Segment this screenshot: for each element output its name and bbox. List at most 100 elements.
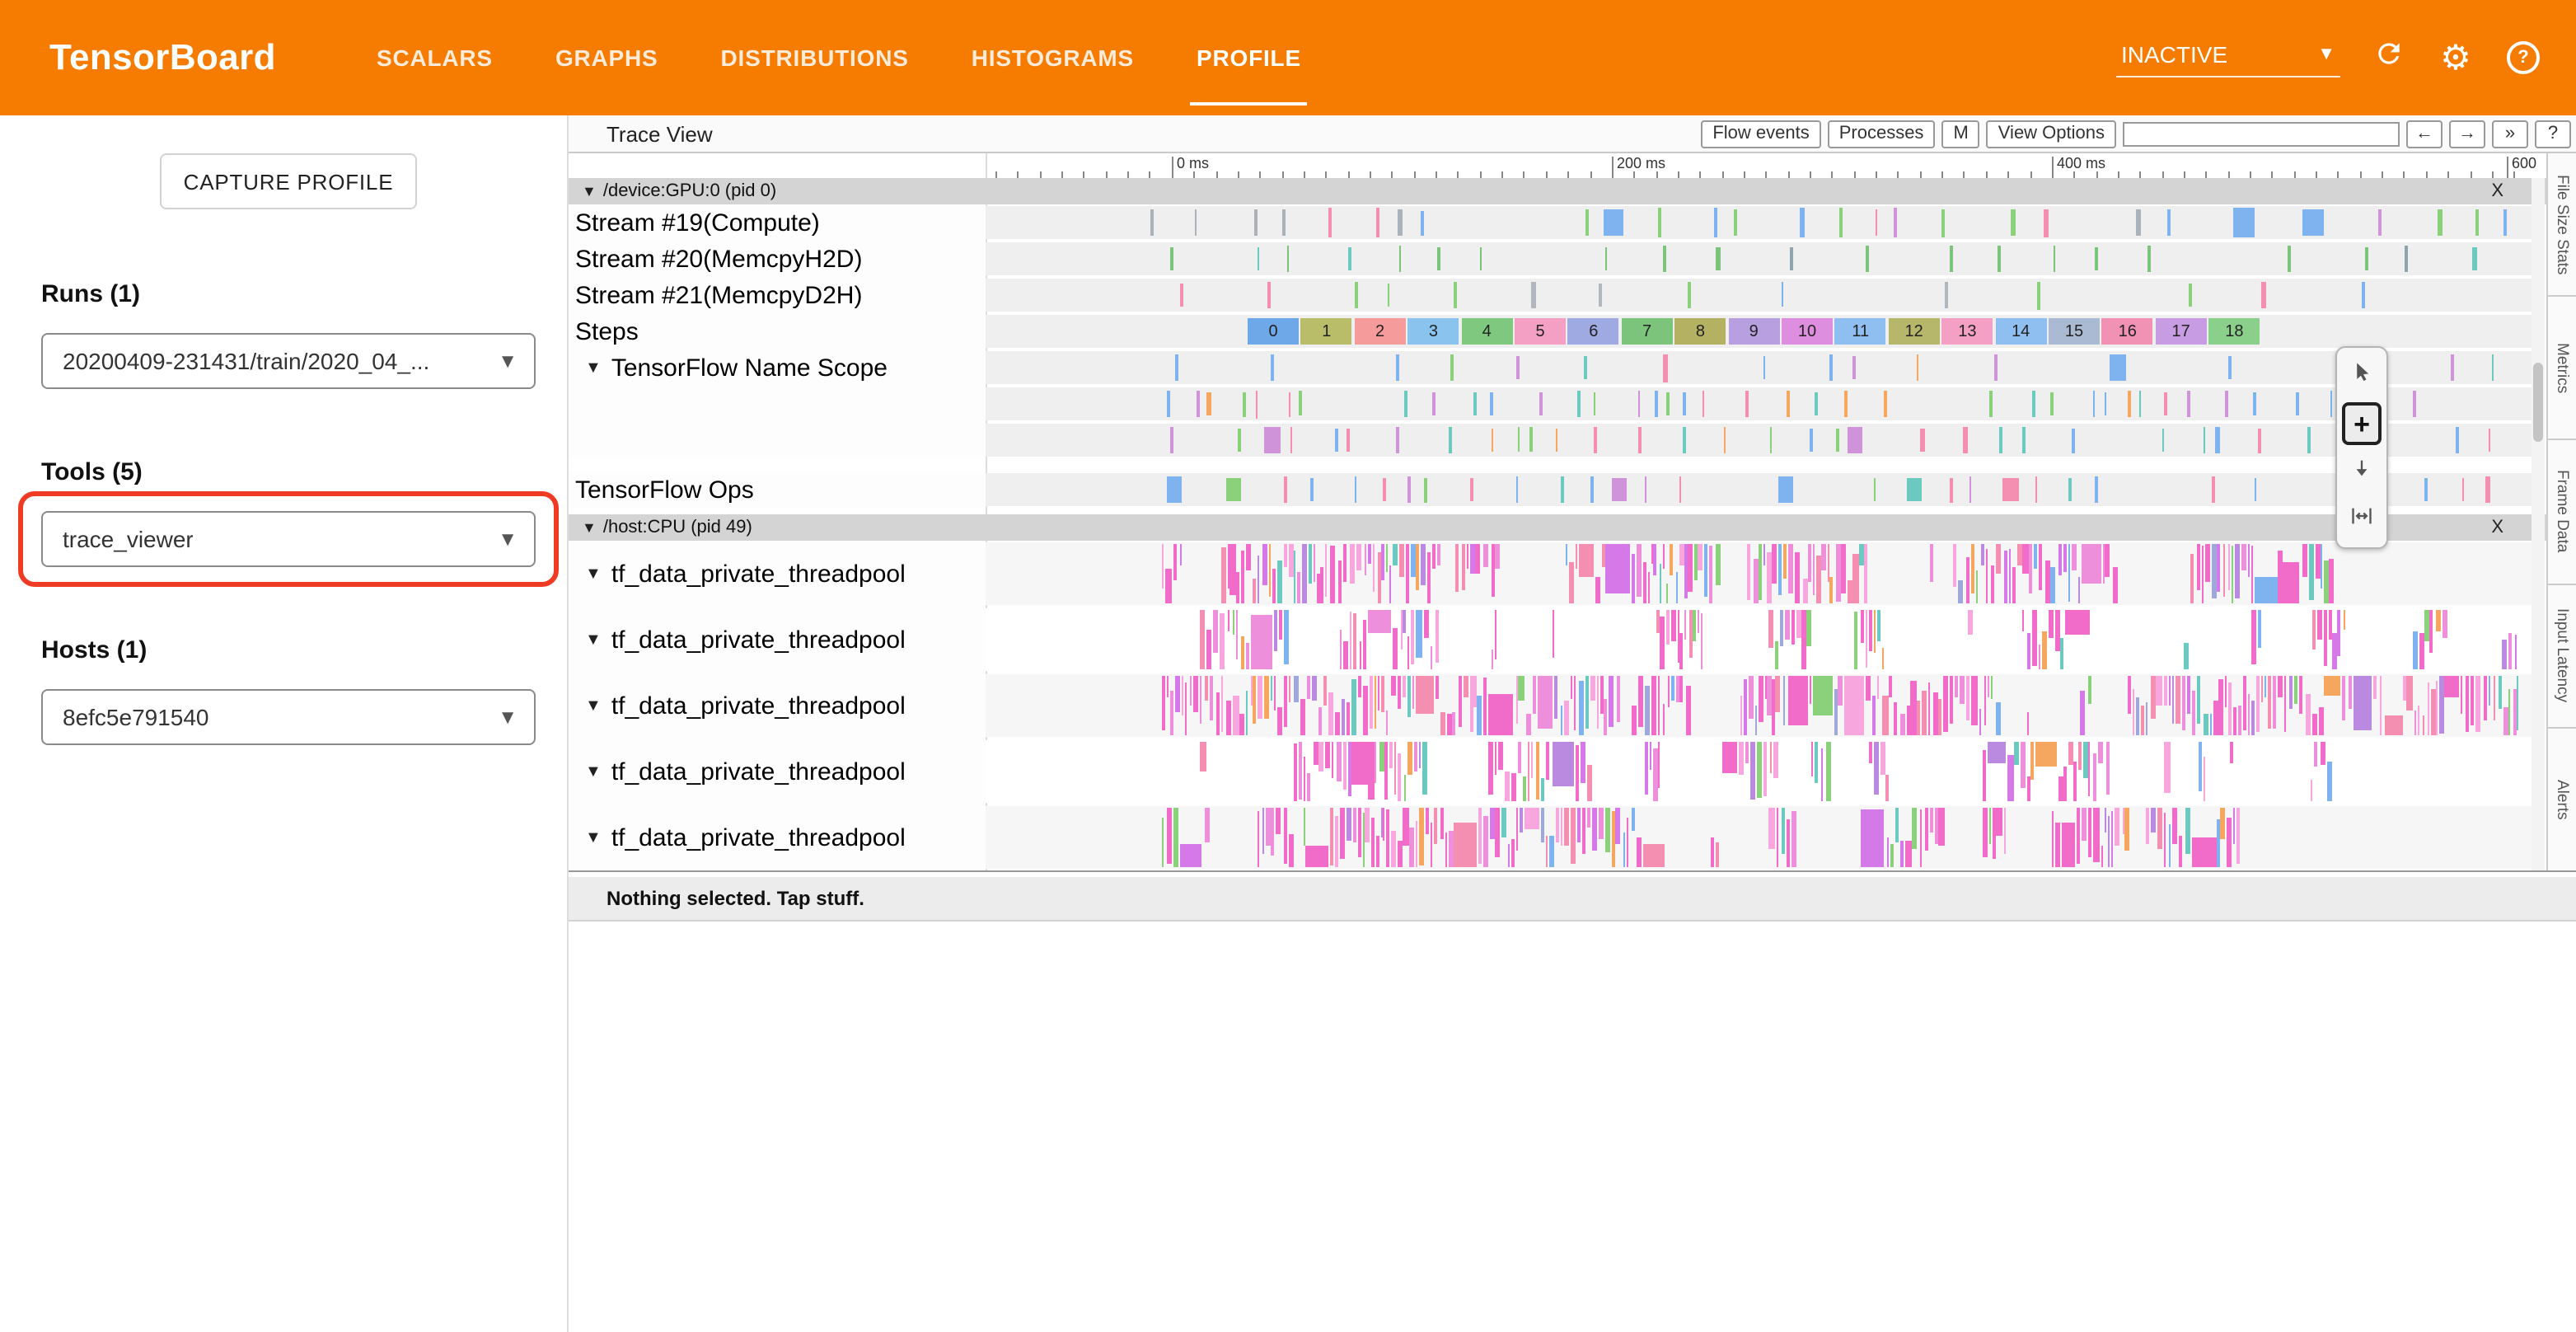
step-block[interactable]: 14 <box>1995 318 2047 345</box>
tab-profile[interactable]: PROFILE <box>1165 0 1332 115</box>
trace-help-button[interactable]: ? <box>2535 120 2571 148</box>
track-canvas-threadpool-3[interactable] <box>986 674 2532 737</box>
status-dropdown[interactable]: INACTIVE ▼ <box>2116 38 2340 77</box>
step-block[interactable]: 3 <box>1407 318 1459 345</box>
vertical-scrollbar[interactable] <box>2532 178 2545 870</box>
collapse-caret-icon[interactable]: ▼ <box>585 762 602 781</box>
step-block[interactable]: 9 <box>1728 318 1780 345</box>
close-cpu-section-button[interactable]: X <box>2491 518 2503 537</box>
step-block[interactable]: 10 <box>1782 318 1833 345</box>
step-block[interactable]: 16 <box>2101 318 2153 345</box>
track-label-stream21[interactable]: Stream #21(MemcpyD2H) <box>569 277 986 313</box>
tools-select[interactable]: trace_viewer ▼ <box>41 511 536 567</box>
track-canvas-threadpool-4[interactable] <box>986 740 2532 803</box>
status-dropdown-value: INACTIVE <box>2121 41 2228 68</box>
metrics-m-button[interactable]: M <box>1941 120 1980 148</box>
runs-heading: Runs (1) <box>41 280 140 308</box>
chevron-down-icon: ▼ <box>498 528 518 551</box>
trace-search-input[interactable] <box>2123 121 2400 146</box>
close-gpu-section-button[interactable]: X <box>2491 181 2503 201</box>
tab-frame-data[interactable]: Frame Data <box>2548 441 2576 585</box>
track-canvas-stream19[interactable] <box>986 206 2532 239</box>
trace-view-title: Trace View <box>607 121 713 146</box>
tab-graphs[interactable]: GRAPHS <box>555 45 658 71</box>
zoom-tool-button[interactable] <box>2342 450 2382 493</box>
steps-track[interactable]: 0 1 2 3 4 5 6 7 8 9 10 11 12 13 14 15 16 17 18 <box>986 315 2532 348</box>
track-canvas-stream20[interactable] <box>986 242 2532 275</box>
track-canvas-tensorflow-ops[interactable] <box>986 473 2532 506</box>
step-block[interactable]: 11 <box>1834 318 1886 345</box>
tab-distributions[interactable]: DISTRIBUTIONS <box>720 45 909 71</box>
track-label-stream19[interactable]: Stream #19(Compute) <box>569 204 986 241</box>
step-block[interactable]: 13 <box>1941 318 1993 345</box>
hosts-select[interactable]: 8efc5e791540 ▼ <box>41 689 536 745</box>
more-button[interactable]: » <box>2492 120 2528 148</box>
track-canvas-name-scope-sub2[interactable] <box>986 424 2532 457</box>
step-block[interactable]: 4 <box>1461 318 1513 345</box>
collapse-caret-icon[interactable]: ▼ <box>585 631 602 649</box>
step-block[interactable]: 18 <box>2208 318 2260 345</box>
panel-splitter[interactable] <box>569 870 2576 879</box>
track-label-stream20[interactable]: Stream #20(MemcpyH2D) <box>569 241 986 277</box>
track-canvas-threadpool-2[interactable] <box>986 608 2532 671</box>
track-canvas-stream21[interactable] <box>986 279 2532 312</box>
step-block[interactable]: 8 <box>1674 318 1726 345</box>
step-block[interactable]: 15 <box>2049 318 2100 345</box>
step-block[interactable]: 17 <box>2155 318 2207 345</box>
flow-events-button[interactable]: Flow events <box>1701 120 1821 148</box>
step-block[interactable]: 2 <box>1354 318 1406 345</box>
collapse-caret-icon[interactable]: ▼ <box>582 519 597 536</box>
track-canvas-name-scope[interactable] <box>986 351 2532 384</box>
gpu-section-header[interactable]: ▼ /device:GPU:0 (pid 0) X <box>569 178 2546 204</box>
track-row: Stream #21(MemcpyD2H) <box>569 277 2546 313</box>
track-canvas-threadpool-1[interactable] <box>986 542 2532 605</box>
track-row: ▼ tf_data_private_threadpool <box>569 607 2546 673</box>
track-canvas-threadpool-5[interactable] <box>986 806 2532 869</box>
step-block[interactable]: 7 <box>1621 318 1673 345</box>
settings-button[interactable]: ⚙ <box>2436 38 2475 77</box>
track-label-tensorflow-ops[interactable]: TensorFlow Ops <box>569 471 986 508</box>
track-label-threadpool-4[interactable]: ▼ tf_data_private_threadpool <box>569 739 986 804</box>
track-label-threadpool-5[interactable]: ▼ tf_data_private_threadpool <box>569 804 986 870</box>
tab-metrics[interactable]: Metrics <box>2548 297 2576 441</box>
collapse-caret-icon[interactable]: ▼ <box>582 183 597 199</box>
tab-alerts[interactable]: Alerts <box>2553 779 2571 820</box>
track-canvas-name-scope-sub1[interactable] <box>986 387 2532 420</box>
step-block[interactable]: 1 <box>1300 318 1352 345</box>
collapse-caret-icon[interactable]: ▼ <box>585 565 602 583</box>
pan-tool-button[interactable]: + <box>2342 402 2382 445</box>
help-button[interactable]: ? <box>2503 38 2543 77</box>
view-options-button[interactable]: View Options <box>1986 120 2116 148</box>
app-title: TensorBoard <box>49 36 276 77</box>
step-block[interactable]: 12 <box>1888 318 1940 345</box>
step-block[interactable]: 0 <box>1248 318 1299 345</box>
track-label-threadpool-1[interactable]: ▼ tf_data_private_threadpool <box>569 541 986 607</box>
trace-viewer-panel: Trace View Flow events Processes M View … <box>569 115 2576 1332</box>
collapse-caret-icon[interactable]: ▼ <box>585 828 602 847</box>
tab-scalars[interactable]: SCALARS <box>376 45 493 71</box>
track-label-name-scope[interactable]: ▼ TensorFlow Name Scope <box>569 349 986 386</box>
track-label-threadpool-2[interactable]: ▼ tf_data_private_threadpool <box>569 607 986 673</box>
refresh-button[interactable] <box>2368 38 2408 77</box>
capture-profile-button[interactable]: CAPTURE PROFILE <box>160 153 417 209</box>
track-label-steps[interactable]: Steps <box>569 313 986 349</box>
processes-button[interactable]: Processes <box>1827 120 1936 148</box>
runs-select[interactable]: 20200409-231431/train/2020_04_... ▼ <box>41 333 536 389</box>
trace-tool-palette: + <box>2335 346 2388 549</box>
collapse-caret-icon[interactable]: ▼ <box>585 359 602 377</box>
step-block[interactable]: 6 <box>1567 318 1619 345</box>
tab-input-latency[interactable]: Input Latency <box>2548 584 2576 729</box>
track-row: ▼ tf_data_private_threadpool <box>569 804 2546 870</box>
scrollbar-thumb[interactable] <box>2533 363 2543 442</box>
selection-tool-button[interactable] <box>2342 354 2382 397</box>
plus-icon: + <box>2354 408 2370 439</box>
tab-file-size-stats[interactable]: File Size Stats <box>2548 153 2576 298</box>
step-block[interactable]: 5 <box>1515 318 1566 345</box>
track-label-threadpool-3[interactable]: ▼ tf_data_private_threadpool <box>569 673 986 739</box>
timing-tool-button[interactable] <box>2342 498 2382 541</box>
find-next-button[interactable]: → <box>2449 120 2485 148</box>
cpu-section-header[interactable]: ▼ /host:CPU (pid 49) X <box>569 514 2546 541</box>
find-previous-button[interactable]: ← <box>2406 120 2443 148</box>
collapse-caret-icon[interactable]: ▼ <box>585 696 602 715</box>
tab-histograms[interactable]: HISTOGRAMS <box>971 45 1134 71</box>
